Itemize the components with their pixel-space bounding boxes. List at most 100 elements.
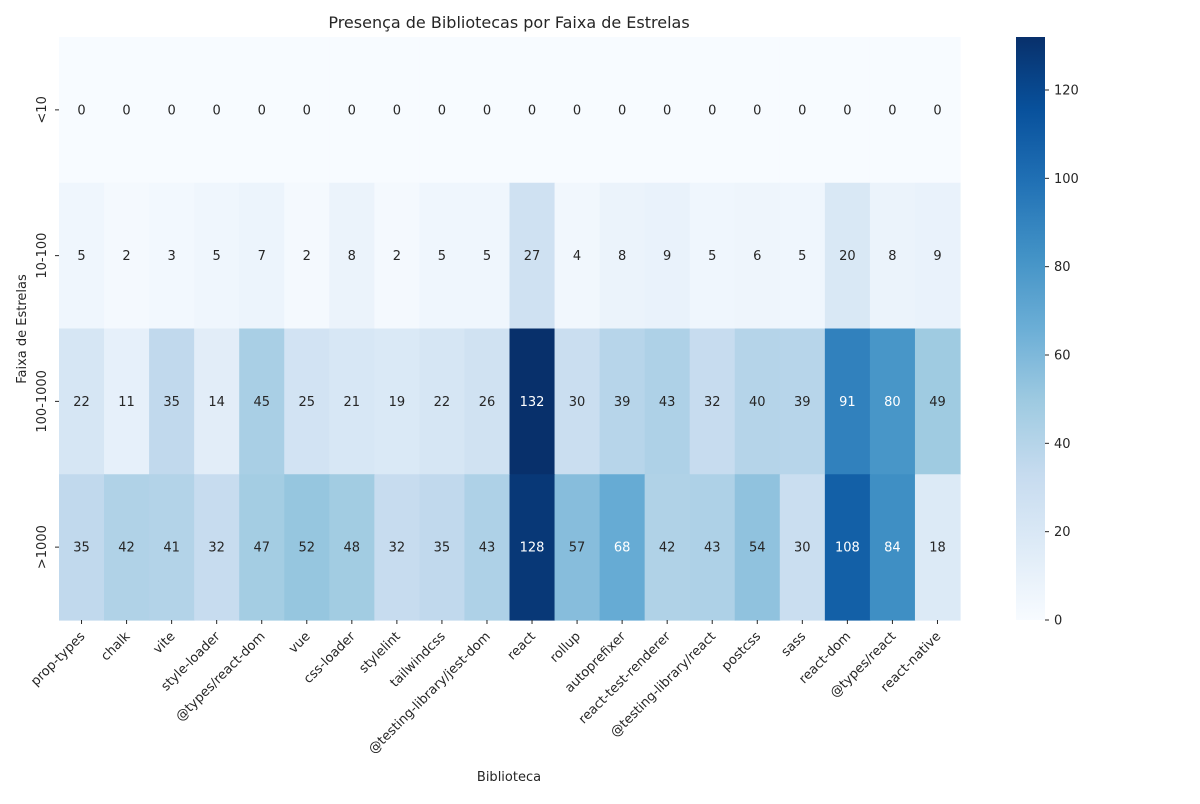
y-axis-ticks: <10 10-100 100-1000 >1000: [35, 96, 59, 569]
heatmap-cell: [374, 474, 420, 621]
heatmap-cell: [419, 182, 466, 330]
heatmap-cell-value: 30: [569, 395, 586, 410]
heatmap-cell: [779, 474, 826, 621]
heatmap-cell-value: 68: [614, 541, 631, 556]
heatmap-cell-value: 6: [753, 249, 761, 264]
heatmap-cell-value: 52: [298, 541, 315, 556]
heatmap-cell-value: 0: [618, 103, 626, 118]
heatmap-cell: [914, 182, 961, 330]
x-axis-label: Biblioteca: [477, 770, 541, 785]
heatmap-cell: [824, 328, 871, 475]
heatmap-cell: [194, 474, 240, 621]
heatmap-cell-value: 48: [344, 541, 361, 556]
heatmap-cell: [59, 37, 105, 184]
heatmap-cell-value: 43: [704, 541, 721, 556]
heatmap-cell-value: 30: [794, 541, 811, 556]
x-tick-label: chalk: [98, 629, 133, 664]
heatmap-cell-value: 32: [389, 541, 406, 556]
colorbar-tick-label: 40: [1054, 437, 1071, 452]
heatmap-cell: [509, 328, 556, 475]
y-tick-label: 100-1000: [35, 370, 50, 433]
heatmap-cell-value: 0: [528, 103, 536, 118]
heatmap-cell-value: 19: [389, 395, 406, 410]
heatmap-cell: [464, 328, 511, 475]
heatmap-cell: [599, 182, 646, 330]
heatmap-cell: [914, 474, 961, 621]
x-tick-label: postcss: [719, 629, 764, 674]
heatmap-cell: [419, 328, 466, 475]
heatmap-cell-value: 39: [614, 395, 631, 410]
heatmap-cell: [59, 474, 105, 621]
heatmap-cell: [689, 37, 736, 184]
heatmap-cell: [914, 37, 961, 184]
heatmap-cell: [239, 182, 285, 330]
heatmap-cell: [104, 474, 150, 621]
heatmap-cell: [914, 328, 961, 475]
heatmap-cell: [869, 37, 916, 184]
heatmap-cell-value: 8: [618, 249, 626, 264]
heatmap-cell: [644, 37, 691, 184]
heatmap-cell-value: 8: [888, 249, 896, 264]
heatmap-cell-value: 25: [298, 395, 315, 410]
heatmap-cell-value: 132: [520, 395, 545, 410]
x-tick-label: sass: [779, 629, 810, 660]
heatmap-cell: [419, 474, 466, 621]
heatmap-cell: [824, 37, 871, 184]
y-tick-label: <10: [35, 96, 50, 123]
heatmap-cell: [554, 474, 601, 621]
heatmap-cell-value: 41: [163, 541, 180, 556]
heatmap-cell-value: 0: [167, 103, 175, 118]
heatmap-cell: [869, 328, 916, 475]
heatmap-cell-value: 18: [929, 541, 946, 556]
heatmap-cell-value: 2: [303, 249, 311, 264]
heatmap-cell: [374, 328, 420, 475]
heatmap-cell-value: 45: [253, 395, 270, 410]
heatmap-cell-value: 0: [708, 103, 716, 118]
colorbar-gradient: [1016, 37, 1045, 620]
heatmap-cell: [689, 182, 736, 330]
heatmap-cell: [779, 328, 826, 475]
x-tick-label: prop-types: [28, 629, 88, 689]
heatmap-cell-value: 35: [73, 541, 90, 556]
heatmap-cell-value: 5: [77, 249, 85, 264]
heatmap-cell: [284, 474, 330, 621]
colorbar: 0 20 40 60 80 100 120: [1016, 37, 1079, 629]
heatmap-cell: [599, 37, 646, 184]
heatmap-cell-value: 57: [569, 541, 586, 556]
heatmap-cell: [419, 37, 466, 184]
heatmap-cell-value: 40: [749, 395, 766, 410]
heatmap-cell: [869, 182, 916, 330]
heatmap-cell: [464, 182, 511, 330]
heatmap-cell: [509, 37, 556, 184]
heatmap-cell: [329, 328, 375, 475]
heatmap-cell: [329, 37, 375, 184]
heatmap-cell-value: 0: [258, 103, 266, 118]
colorbar-tick-label: 120: [1054, 84, 1079, 99]
heatmap-cell: [464, 37, 511, 184]
heatmap-cell-value: 2: [393, 249, 401, 264]
heatmap-cell: [554, 37, 601, 184]
heatmap-cell: [284, 328, 330, 475]
heatmap-cell: [824, 474, 871, 621]
y-tick-label: >1000: [35, 525, 50, 569]
heatmap-cell-value: 0: [303, 103, 311, 118]
heatmap-cell-value: 0: [213, 103, 221, 118]
heatmap-cell-value: 49: [929, 395, 946, 410]
heatmap-cell-value: 0: [438, 103, 446, 118]
heatmap-cell: [59, 328, 105, 475]
x-axis-ticks: prop-types chalk vitestyle-loader@types/re…: [28, 620, 944, 757]
heatmap-cell-value: 11: [118, 395, 135, 410]
heatmap-cell-value: 47: [253, 541, 270, 556]
heatmap-cell: [329, 182, 375, 330]
heatmap-cell: [329, 474, 375, 621]
heatmap-cell-value: 5: [438, 249, 446, 264]
heatmap-cell: [284, 182, 330, 330]
heatmap-cell: [149, 182, 195, 330]
x-tick-label: stylelint: [357, 629, 404, 676]
heatmap-cell: [509, 474, 556, 621]
x-tick-label: react: [505, 629, 539, 663]
heatmap-cell: [149, 474, 195, 621]
heatmap-cell: [104, 328, 150, 475]
heatmap-cell-value: 27: [524, 249, 541, 264]
